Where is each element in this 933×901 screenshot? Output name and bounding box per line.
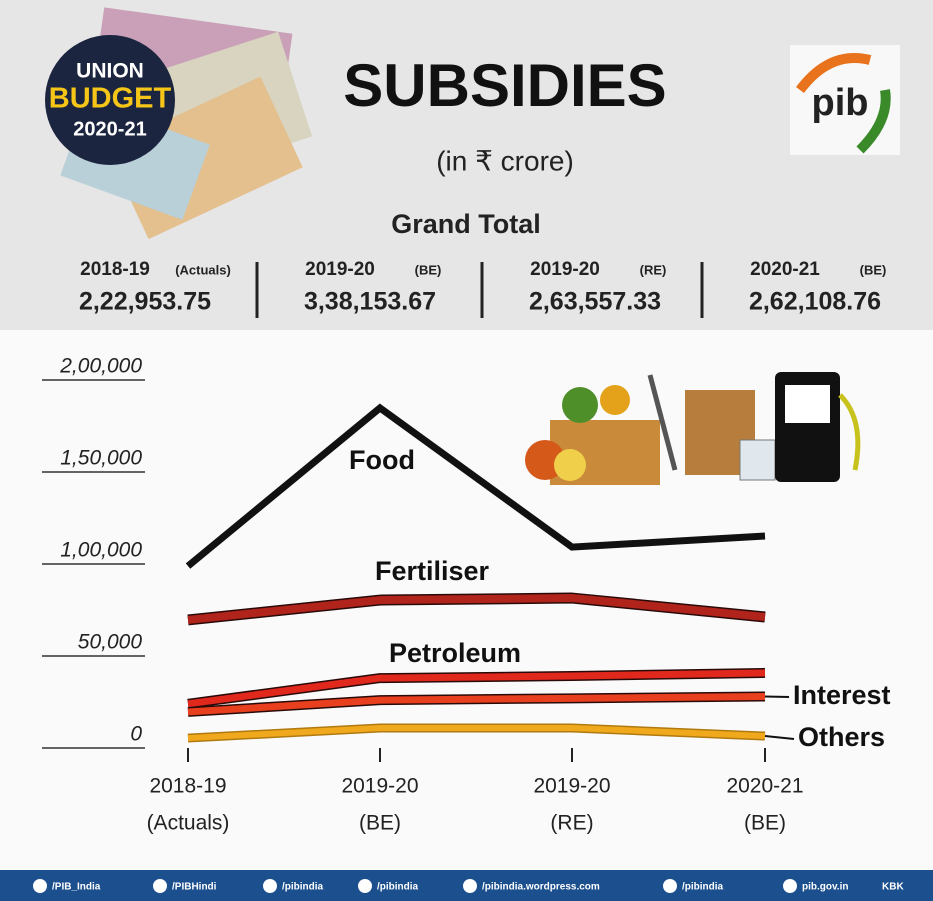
x-tick-note: (RE) — [550, 812, 593, 835]
footer-icon — [153, 879, 167, 893]
gt-period: 2020-21 — [750, 259, 820, 280]
gt-value: 2,63,557.33 — [529, 288, 661, 316]
infographic: UNION BUDGET 2020-21 SUBSIDIES (in ₹ cro… — [0, 0, 933, 901]
series-label: Others — [798, 722, 885, 752]
footer-icon — [663, 879, 677, 893]
gt-value: 3,38,153.67 — [304, 288, 436, 316]
x-tick-note: (Actuals) — [147, 812, 230, 835]
footer-credit: KBK — [882, 882, 904, 893]
x-tick-label: 2019-20 — [533, 775, 610, 798]
gt-note: (BE) — [860, 262, 887, 277]
y-tick-label: 2,00,000 — [59, 355, 142, 378]
x-tick-note: (BE) — [744, 812, 786, 835]
series-label: Interest — [793, 680, 891, 710]
footer-link: pib.gov.in — [802, 882, 848, 893]
gt-note: (RE) — [640, 262, 667, 277]
footer-icon — [263, 879, 277, 893]
grand-total-title: Grand Total — [391, 209, 541, 239]
gt-value: 2,62,108.76 — [749, 288, 881, 316]
x-tick-label: 2020-21 — [726, 775, 803, 798]
title: SUBSIDIES — [343, 52, 666, 119]
grand-total: 2018-19 (Actuals) 2,22,953.75 2019-20 (BE) 3,… — [79, 259, 886, 318]
gt-period: 2019-20 — [530, 259, 600, 280]
footer-icon — [33, 879, 47, 893]
gt-note: (Actuals) — [175, 262, 231, 277]
footer-icon — [463, 879, 477, 893]
gt-period: 2019-20 — [305, 259, 375, 280]
footer-link: /PIB_India — [52, 882, 101, 893]
gt-note: (BE) — [415, 262, 442, 277]
y-tick-label: 0 — [130, 723, 142, 746]
label-connector — [765, 696, 789, 697]
footer-link: /pibindia — [682, 882, 724, 893]
badge-line: 2020-21 — [73, 118, 146, 140]
footer-link: /pibindia.wordpress.com — [482, 882, 600, 893]
footer-link: /pibindia — [282, 882, 324, 893]
subtitle: (in ₹ crore) — [436, 145, 574, 176]
series-label: Petroleum — [389, 638, 521, 668]
gt-value: 2,22,953.75 — [79, 288, 211, 316]
footer-link: /pibindia — [377, 882, 419, 893]
series-label: Fertiliser — [375, 556, 490, 586]
footer-icon — [358, 879, 372, 893]
badge-line: UNION — [76, 60, 144, 83]
gt-period: 2018-19 — [80, 259, 150, 280]
footer-link: /PIBHindi — [172, 882, 217, 893]
x-tick-label: 2018-19 — [149, 775, 226, 798]
x-tick-note: (BE) — [359, 812, 401, 835]
logo-text: pib — [812, 82, 869, 124]
badge-line: BUDGET — [49, 83, 172, 115]
footer-icon — [783, 879, 797, 893]
x-tick-label: 2019-20 — [341, 775, 418, 798]
y-tick-label: 50,000 — [78, 631, 143, 654]
series-label: Food — [349, 445, 415, 475]
y-tick-label: 1,00,000 — [60, 539, 142, 562]
y-tick-label: 1,50,000 — [60, 447, 142, 470]
